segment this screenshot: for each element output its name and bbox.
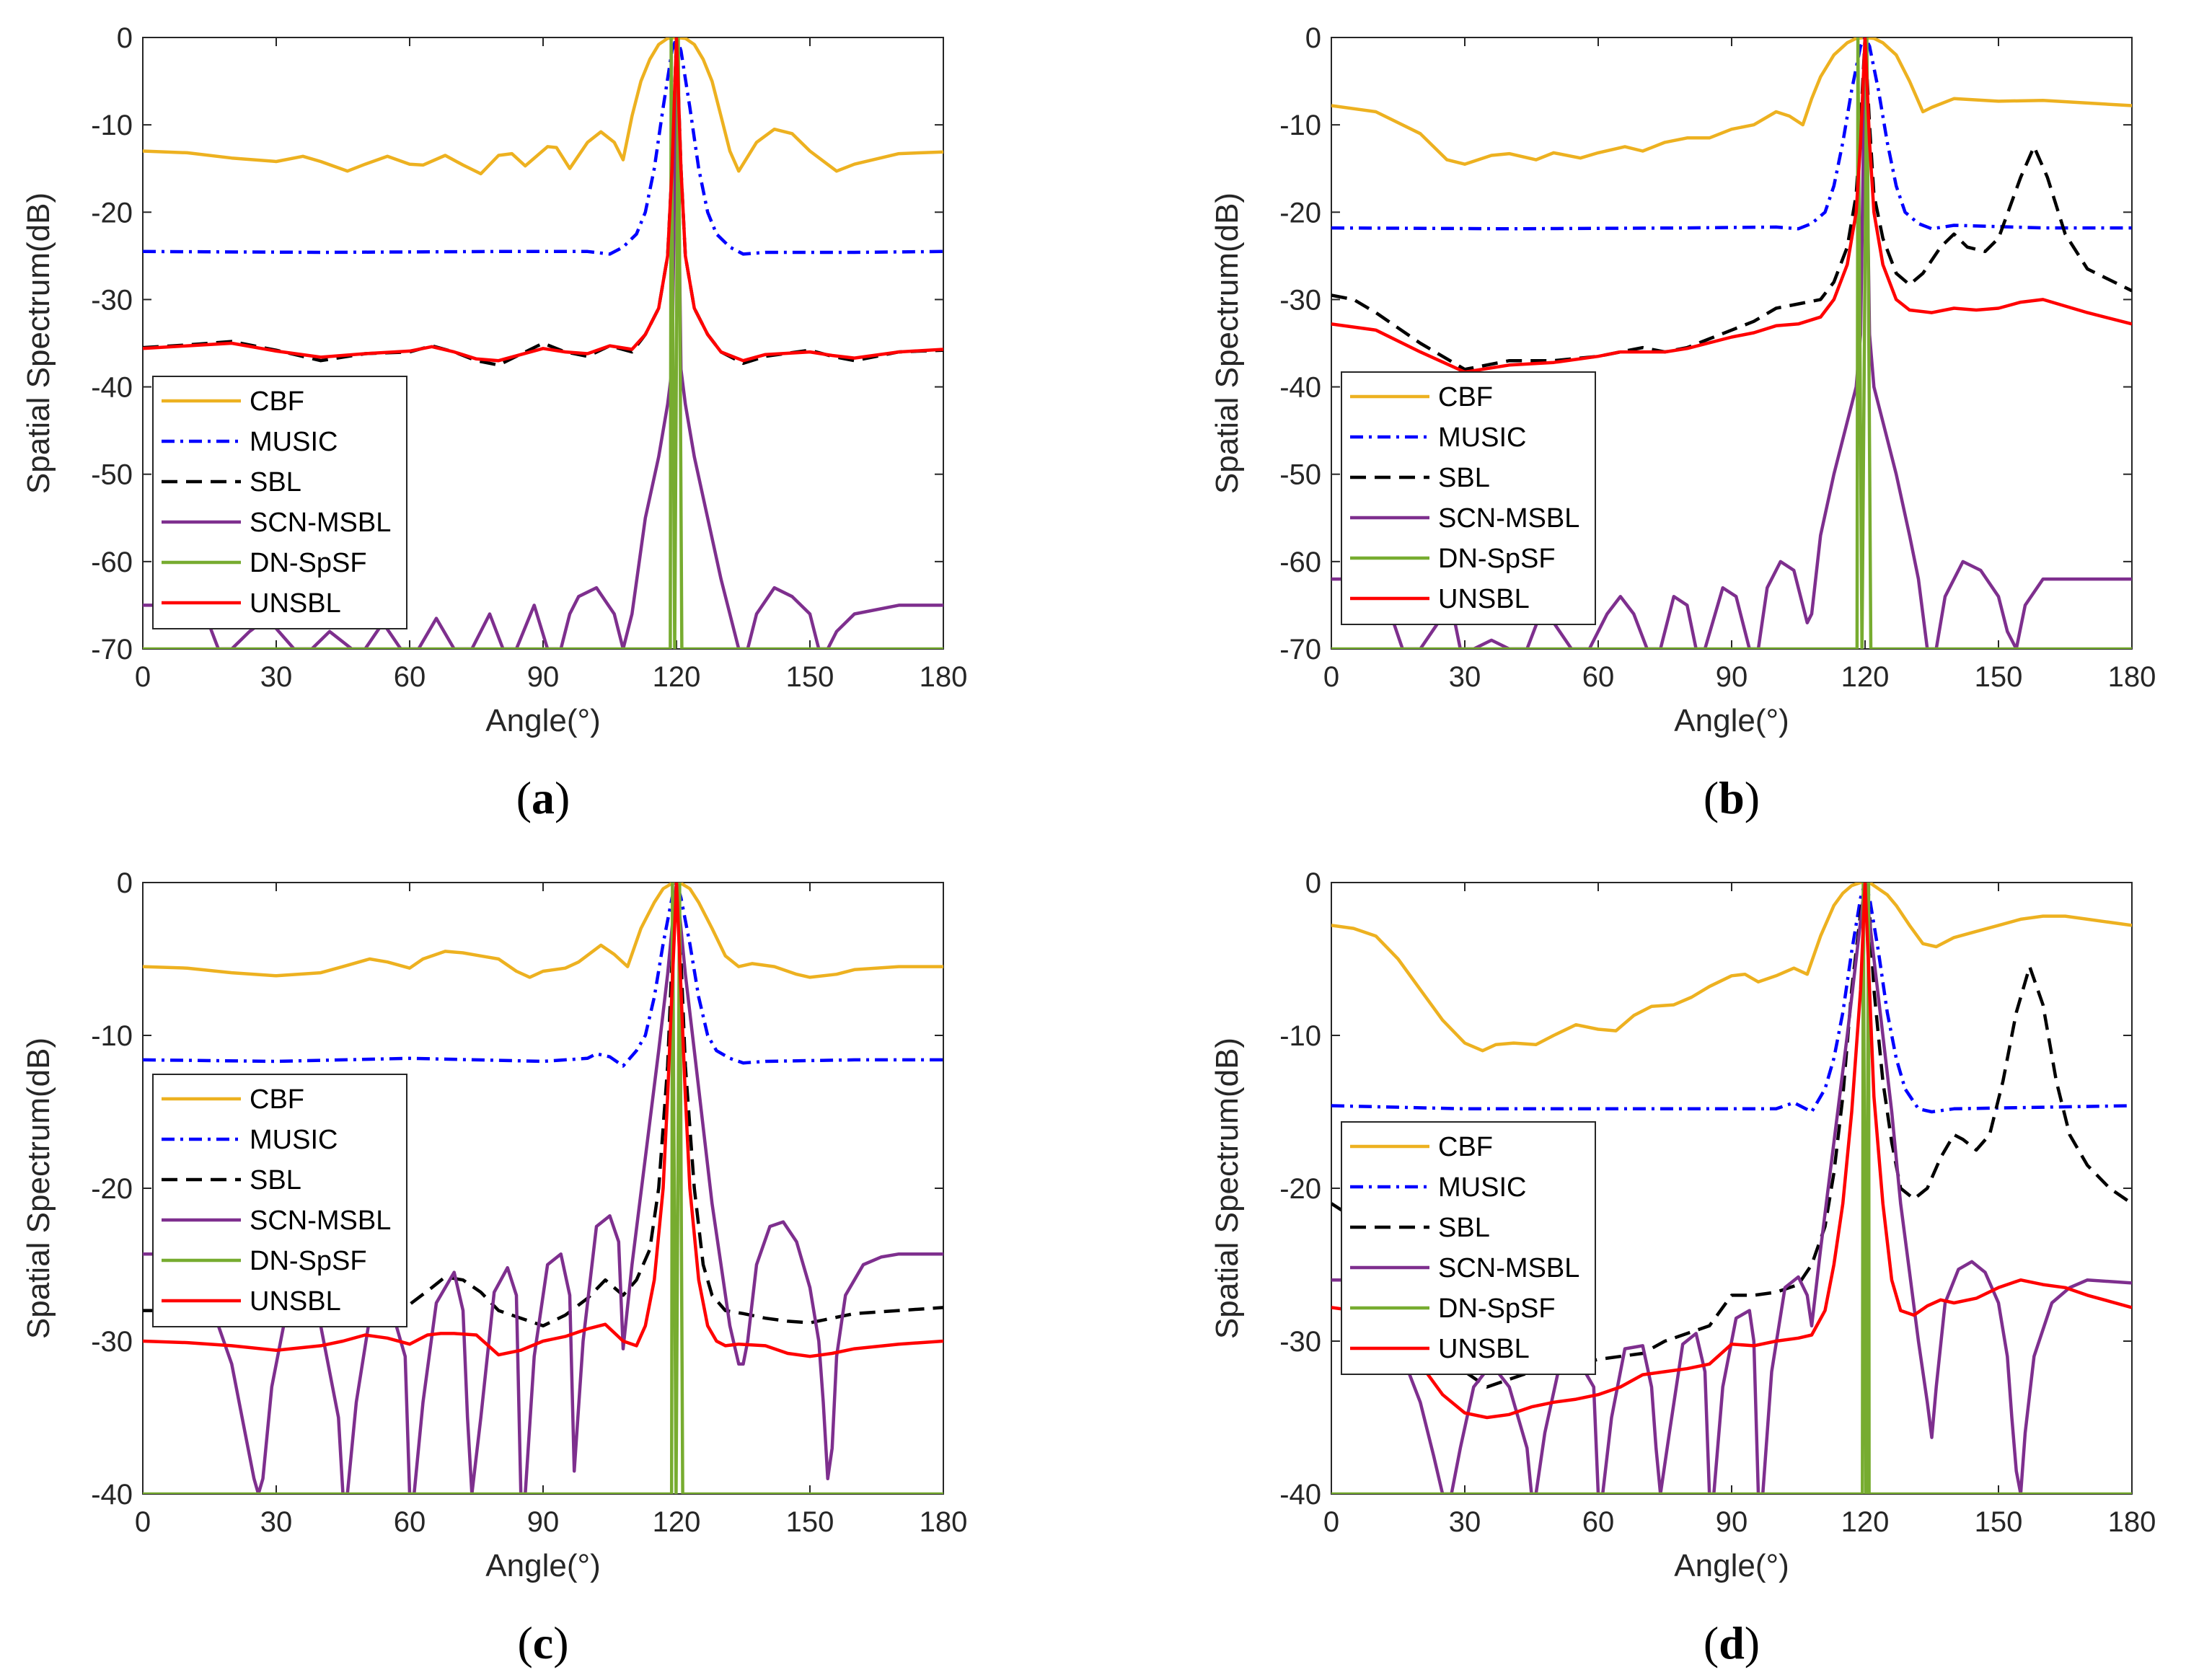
y-tick-label: -40 bbox=[1279, 372, 1321, 404]
y-tick-label: -40 bbox=[91, 1479, 133, 1511]
y-tick-label: -60 bbox=[1279, 547, 1321, 578]
x-tick-label: 120 bbox=[653, 1506, 701, 1538]
x-tick-label: 150 bbox=[1975, 1506, 2023, 1538]
chart-panel-c: 0 30 60 90 120 150 180 0 -10 -20 -30 -40 Angle(°) Spa… bbox=[21, 867, 967, 1668]
x-tick-label: 60 bbox=[394, 1506, 426, 1538]
y-tick-label: -40 bbox=[1279, 1479, 1321, 1511]
y-axis-label: Spatial Spectrum(dB) bbox=[1209, 193, 1245, 494]
x-axis-label: Angle(°) bbox=[1674, 1548, 1789, 1583]
y-tick-label: 0 bbox=[1305, 22, 1321, 54]
chart-panel-a: 0 30 60 90 120 150 180 0 -10 -20 -30 -40 -50 -60 -70 An… bbox=[21, 22, 967, 823]
x-tick-label: 60 bbox=[394, 661, 426, 693]
chart-panel-b: 0 30 60 90 120 150 180 0 -10 -20 -30 -40 -50 -60 -70 An… bbox=[1209, 22, 2156, 823]
legend-entry: SCN-MSBL bbox=[250, 1206, 391, 1236]
x-tick-label: 180 bbox=[920, 661, 968, 693]
y-tick-label: -30 bbox=[1279, 284, 1321, 316]
x-axis-label: Angle(°) bbox=[485, 1548, 600, 1583]
x-tick-label: 150 bbox=[786, 1506, 834, 1538]
legend-entry: MUSIC bbox=[1438, 423, 1526, 453]
legend-entry: CBF bbox=[250, 1084, 304, 1115]
panel-label: (d) bbox=[1704, 1617, 1760, 1668]
x-tick-label: 180 bbox=[2108, 1506, 2156, 1538]
legend-entry: SCN-MSBL bbox=[1438, 503, 1579, 534]
x-axis-label: Angle(°) bbox=[1674, 703, 1789, 738]
x-tick-label: 150 bbox=[786, 661, 834, 693]
x-tick-label: 90 bbox=[527, 1506, 560, 1538]
y-axis-label: Spatial Spectrum(dB) bbox=[21, 1038, 56, 1339]
legend-entry: DN-SpSF bbox=[1438, 1294, 1556, 1324]
legend-entry: UNSBL bbox=[1438, 584, 1530, 614]
x-tick-label: 120 bbox=[1841, 661, 1890, 693]
legend-entry: SBL bbox=[1438, 463, 1490, 493]
legend-entry: CBF bbox=[1438, 1132, 1493, 1162]
legend-entry: UNSBL bbox=[250, 588, 341, 619]
y-tick-label: -20 bbox=[1279, 1173, 1321, 1205]
y-tick-label: -20 bbox=[1279, 197, 1321, 229]
y-tick-label: -10 bbox=[91, 110, 133, 141]
legend-entry: MUSIC bbox=[250, 1125, 338, 1155]
x-tick-label: 0 bbox=[1323, 661, 1339, 693]
legend-entry: SBL bbox=[250, 1165, 301, 1195]
legend-entry: SCN-MSBL bbox=[1438, 1253, 1579, 1283]
y-tick-label: -10 bbox=[1279, 110, 1321, 141]
x-tick-label: 90 bbox=[527, 661, 560, 693]
legend-entry: SBL bbox=[250, 467, 301, 498]
x-tick-label: 120 bbox=[653, 661, 701, 693]
legend-entry: SCN-MSBL bbox=[250, 508, 391, 538]
legend-entry: SBL bbox=[1438, 1213, 1490, 1243]
y-tick-label: -60 bbox=[91, 547, 133, 578]
y-tick-label: -40 bbox=[91, 372, 133, 404]
legend-entry: MUSIC bbox=[1438, 1172, 1526, 1203]
y-tick-label: 0 bbox=[117, 867, 133, 899]
y-tick-label: -20 bbox=[91, 197, 133, 229]
y-axis-label: Spatial Spectrum(dB) bbox=[21, 193, 56, 494]
panel-label: (a) bbox=[516, 772, 570, 823]
y-tick-label: -30 bbox=[91, 284, 133, 316]
y-tick-label: -70 bbox=[1279, 634, 1321, 666]
x-tick-label: 180 bbox=[920, 1506, 968, 1538]
y-tick-label: -20 bbox=[91, 1173, 133, 1205]
x-tick-label: 30 bbox=[260, 661, 293, 693]
x-tick-label: 30 bbox=[1449, 661, 1481, 693]
y-tick-label: -10 bbox=[91, 1020, 133, 1052]
x-tick-label: 90 bbox=[1716, 1506, 1748, 1538]
x-tick-label: 90 bbox=[1716, 661, 1748, 693]
x-tick-label: 30 bbox=[1449, 1506, 1481, 1538]
y-axis-label: Spatial Spectrum(dB) bbox=[1209, 1038, 1245, 1339]
y-tick-label: -10 bbox=[1279, 1020, 1321, 1052]
x-axis-label: Angle(°) bbox=[485, 703, 600, 738]
y-tick-label: 0 bbox=[1305, 867, 1321, 899]
panel-label: (b) bbox=[1704, 772, 1760, 823]
figure: 0 30 60 90 120 150 180 0 -10 -20 -30 -40 -50 -60 -70 An… bbox=[0, 0, 2186, 1680]
legend-entry: MUSIC bbox=[250, 427, 338, 457]
x-tick-label: 60 bbox=[1582, 1506, 1615, 1538]
legend-entry: DN-SpSF bbox=[250, 548, 367, 578]
x-tick-label: 60 bbox=[1582, 661, 1615, 693]
y-tick-label: -30 bbox=[1279, 1326, 1321, 1358]
x-tick-label: 0 bbox=[135, 661, 151, 693]
legend-entry: CBF bbox=[1438, 382, 1493, 412]
legend-entry: UNSBL bbox=[250, 1286, 341, 1317]
y-tick-label: -50 bbox=[1279, 459, 1321, 491]
y-tick-label: -70 bbox=[91, 634, 133, 666]
y-tick-label: -50 bbox=[91, 459, 133, 491]
x-tick-label: 0 bbox=[1323, 1506, 1339, 1538]
y-tick-label: -30 bbox=[91, 1326, 133, 1358]
x-tick-label: 180 bbox=[2108, 661, 2156, 693]
x-tick-label: 30 bbox=[260, 1506, 293, 1538]
x-tick-label: 150 bbox=[1975, 661, 2023, 693]
chart-panel-d: 0 30 60 90 120 150 180 0 -10 -20 -30 -40 Angle(°) Spa… bbox=[1209, 867, 2156, 1668]
legend-entry: DN-SpSF bbox=[250, 1246, 367, 1276]
panel-label: (c) bbox=[517, 1617, 568, 1668]
y-tick-label: 0 bbox=[117, 22, 133, 54]
legend-entry: UNSBL bbox=[1438, 1334, 1530, 1364]
x-tick-label: 120 bbox=[1841, 1506, 1890, 1538]
x-tick-label: 0 bbox=[135, 1506, 151, 1538]
legend-entry: DN-SpSF bbox=[1438, 544, 1556, 574]
legend-entry: CBF bbox=[250, 386, 304, 417]
